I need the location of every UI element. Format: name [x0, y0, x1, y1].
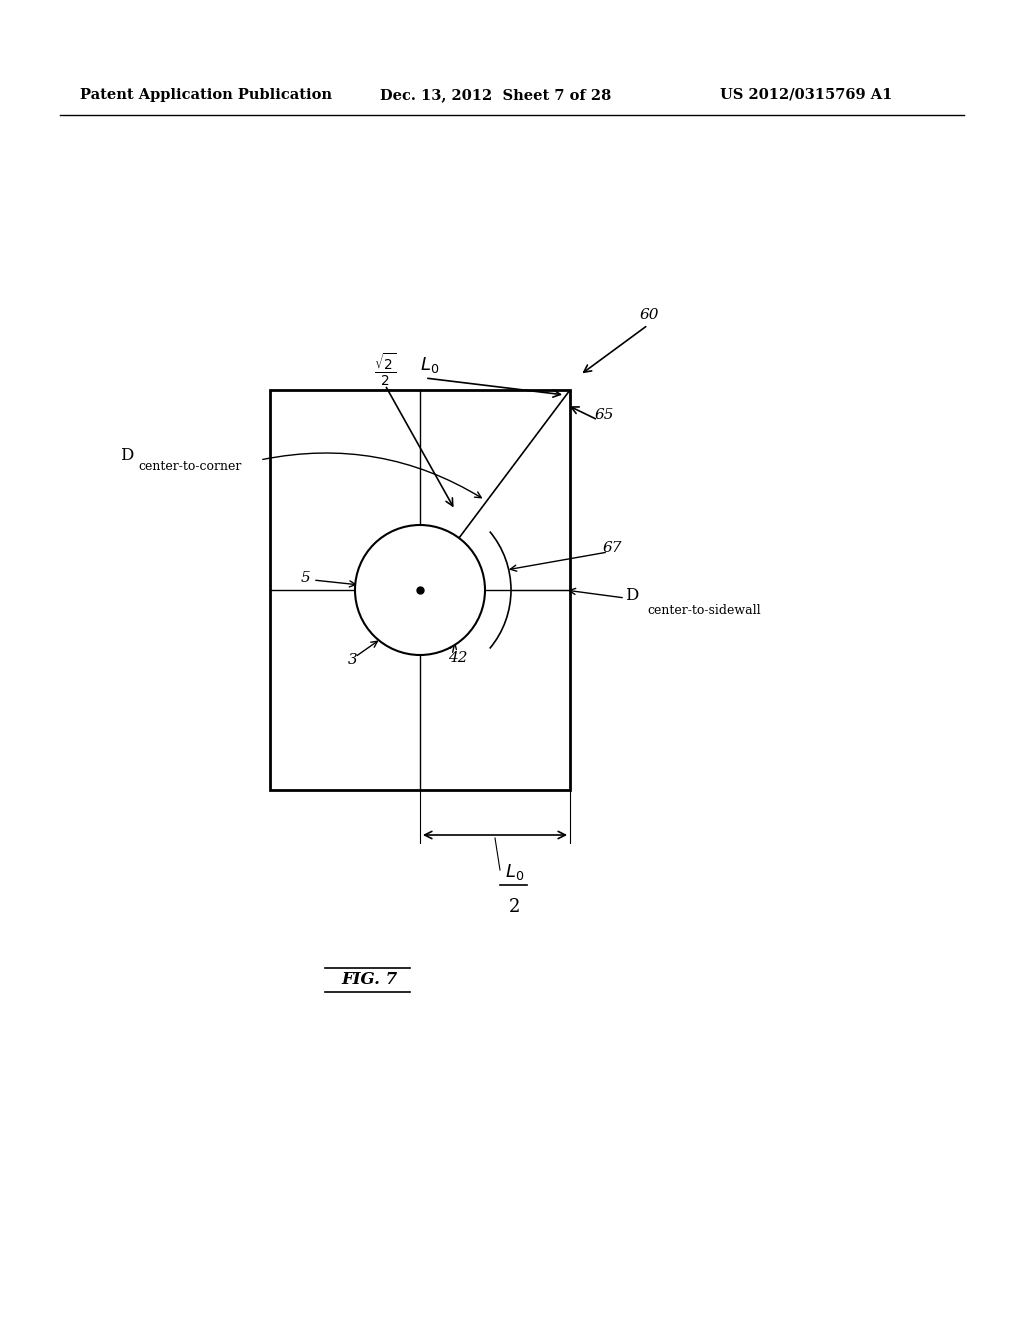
- Text: 42: 42: [449, 651, 468, 665]
- Text: D: D: [625, 586, 638, 603]
- Text: Patent Application Publication: Patent Application Publication: [80, 88, 332, 102]
- Text: center-to-corner: center-to-corner: [138, 461, 242, 474]
- Text: 3: 3: [348, 653, 357, 667]
- Text: center-to-sidewall: center-to-sidewall: [647, 603, 761, 616]
- Text: 60: 60: [640, 308, 659, 322]
- Text: 65: 65: [595, 408, 614, 422]
- Text: 67: 67: [603, 541, 623, 554]
- Circle shape: [355, 525, 485, 655]
- Text: US 2012/0315769 A1: US 2012/0315769 A1: [720, 88, 892, 102]
- Text: FIG. 7: FIG. 7: [342, 972, 398, 989]
- Bar: [270, 389, 570, 789]
- Text: $L_0$: $L_0$: [420, 355, 439, 375]
- Text: Dec. 13, 2012  Sheet 7 of 28: Dec. 13, 2012 Sheet 7 of 28: [380, 88, 611, 102]
- Text: $L_0$: $L_0$: [506, 862, 524, 882]
- Text: $\frac{\sqrt{2}}{2}$: $\frac{\sqrt{2}}{2}$: [374, 352, 396, 388]
- Text: 5: 5: [300, 572, 310, 585]
- Text: 2: 2: [509, 898, 520, 916]
- Text: D: D: [120, 446, 133, 463]
